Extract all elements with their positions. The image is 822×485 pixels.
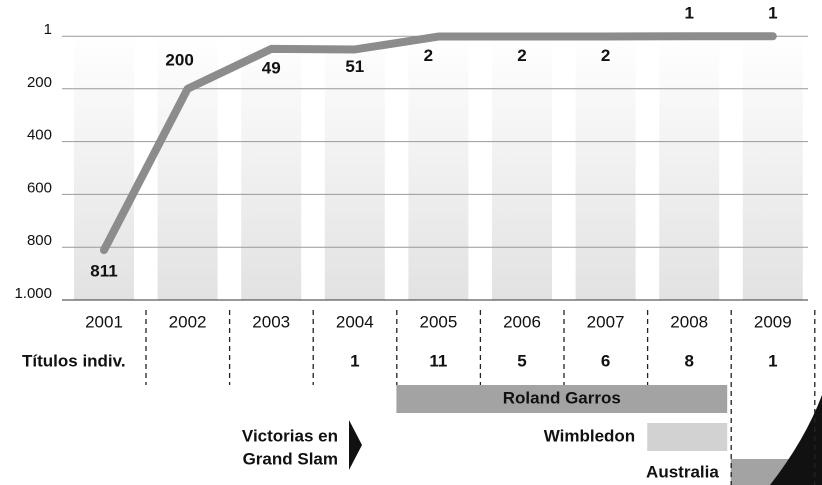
value-label: 51 (345, 57, 364, 76)
value-label: 200 (165, 50, 193, 69)
y-tick-label: 600 (27, 179, 52, 196)
grand-slam-name: Wimbledon (544, 426, 635, 445)
column-band (241, 32, 302, 300)
y-tick-label: 200 (27, 74, 52, 91)
value-label: 1 (768, 4, 777, 23)
grand-slam-name: Roland Garros (503, 388, 621, 407)
x-tick-label: 2009 (754, 312, 792, 331)
column-band (575, 32, 636, 300)
x-tick-label: 2005 (419, 312, 457, 331)
column-band (492, 32, 552, 300)
value-label: 2 (601, 46, 610, 65)
column-band (324, 32, 385, 300)
decoration (770, 395, 822, 485)
titles-value: 8 (684, 351, 693, 370)
column-band (742, 32, 803, 300)
y-tick-label: 800 (27, 232, 52, 249)
titles-value: 5 (517, 351, 526, 370)
column-band (659, 32, 720, 300)
value-label: 2 (517, 46, 526, 65)
y-tick-label: 1.000 (14, 285, 52, 302)
grand-slam-bar (396, 385, 728, 413)
ranking-line (100, 32, 777, 255)
value-label: 49 (262, 58, 281, 77)
value-label: 1 (684, 4, 693, 23)
row-label: Títulos indiv. (22, 351, 126, 370)
column-band (74, 32, 134, 300)
value-label: 811 (90, 262, 117, 281)
column-band (157, 32, 218, 300)
titles-value: 11 (429, 351, 447, 370)
x-tick-label: 2006 (503, 312, 541, 331)
y-tick-label: 1 (44, 21, 52, 38)
titles-value: 6 (601, 351, 610, 370)
x-tick-label: 2002 (169, 312, 207, 331)
grand-slam-label: Victorias en (242, 426, 338, 445)
x-tick-label: 2007 (587, 312, 625, 331)
column-band (408, 32, 469, 300)
y-tick-label: 400 (27, 127, 52, 144)
titles-value: 1 (350, 351, 359, 370)
x-tick-label: 2001 (85, 312, 123, 331)
grand-slam-name: Australia (646, 462, 719, 481)
x-tick-label: 2003 (252, 312, 290, 331)
x-tick-label: 2004 (336, 312, 374, 331)
value-label: 2 (424, 46, 433, 65)
arrow (349, 420, 362, 470)
grand-slam-label: Grand Slam (243, 449, 338, 468)
x-tick-label: 2008 (670, 312, 708, 331)
titles-value: 1 (768, 351, 777, 370)
grand-slam-bar (647, 423, 728, 451)
